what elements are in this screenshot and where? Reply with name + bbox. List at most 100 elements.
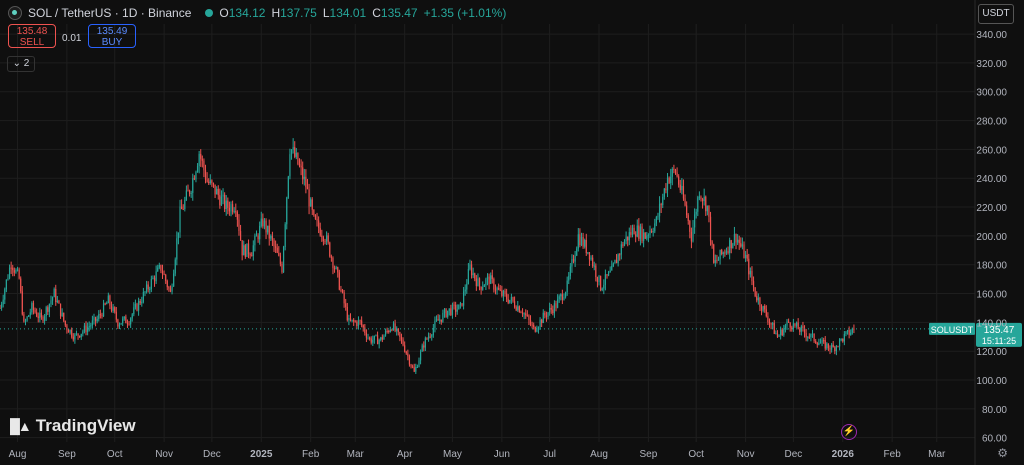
candle: [811, 329, 814, 338]
ohlc-values: O134.12 H137.75 L134.01 C135.47 +1.35 (+…: [219, 6, 507, 20]
candle-body: [735, 233, 737, 243]
candle-body: [684, 198, 686, 206]
candle-body: [437, 319, 439, 321]
change-value: +1.35 (+1.01%): [423, 6, 507, 20]
candle: [306, 178, 309, 190]
candle: [310, 197, 312, 207]
candle-body: [341, 289, 344, 293]
candle: [325, 231, 328, 246]
indicators-toggle[interactable]: ⌄ 2: [7, 56, 35, 72]
candle-body: [378, 339, 380, 345]
candle: [244, 243, 246, 259]
candle: [72, 333, 74, 342]
candle: [287, 175, 289, 199]
candle-body: [794, 323, 796, 326]
candle-body: [369, 337, 371, 339]
candle: [69, 329, 71, 335]
candle-body: [185, 190, 187, 200]
candle: [826, 342, 828, 351]
candle: [574, 250, 576, 268]
candle-body: [786, 321, 788, 326]
candle-body: [63, 312, 65, 321]
candle: [126, 319, 129, 328]
candle: [533, 322, 535, 330]
sell-button[interactable]: 135.48 SELL: [8, 24, 56, 48]
candle-body: [673, 168, 675, 170]
candle-body: [187, 190, 189, 192]
candle: [340, 285, 342, 293]
candle-body: [652, 231, 654, 233]
candle-body: [365, 333, 368, 338]
candle: [773, 320, 775, 335]
candle: [488, 273, 490, 290]
y-tick-label: 180.00: [976, 261, 1007, 272]
candle-body: [297, 152, 299, 165]
candle-body: [536, 329, 538, 332]
candle-body: [703, 196, 705, 202]
candle: [657, 212, 659, 220]
candle: [225, 195, 227, 216]
candle: [627, 236, 629, 247]
candle: [587, 252, 589, 255]
candle: [724, 249, 726, 257]
candle-body: [407, 353, 409, 357]
gear-icon[interactable]: ⚙: [997, 446, 1008, 460]
candle: [537, 326, 540, 334]
candle: [556, 294, 559, 309]
candle: [42, 315, 44, 324]
candle-body: [144, 291, 146, 293]
candle-body: [732, 243, 734, 249]
candle: [279, 252, 281, 267]
candle-body: [381, 337, 383, 340]
candle-body: [163, 273, 165, 275]
candle: [757, 293, 759, 305]
candle-body: [743, 244, 745, 259]
candle: [102, 299, 105, 318]
candle-body: [470, 264, 473, 276]
candle-body: [147, 284, 149, 290]
candle: [639, 223, 642, 246]
bolt-icon[interactable]: ⚡: [841, 424, 857, 440]
candle-body: [797, 322, 799, 330]
symbol-title[interactable]: SOL / TetherUS · 1D · Binance: [28, 6, 192, 20]
candle-body: [579, 234, 581, 246]
candle-body: [335, 267, 337, 269]
candle: [568, 272, 570, 285]
candle: [491, 269, 493, 284]
candle-body: [644, 232, 646, 239]
candle-body: [455, 305, 457, 312]
candle: [840, 338, 842, 342]
candle-body: [748, 258, 750, 275]
candle-body: [737, 239, 739, 243]
candle: [222, 188, 224, 205]
candle: [496, 286, 498, 295]
candle-body: [751, 270, 753, 282]
candle-body: [107, 295, 109, 304]
buy-button[interactable]: 135.49 BUY: [88, 24, 136, 48]
candle: [150, 275, 152, 293]
sell-label: SELL: [19, 37, 45, 48]
candle: [343, 289, 345, 308]
candle-body: [243, 245, 245, 256]
candle-body: [513, 301, 516, 308]
candle-body: [647, 235, 650, 237]
y-tick-label: 320.00: [976, 59, 1007, 70]
candle-body: [499, 289, 501, 291]
candle: [808, 333, 810, 340]
candle: [48, 303, 50, 318]
candle: [612, 262, 614, 268]
candle-body: [340, 289, 342, 291]
tradingview-logo[interactable]: █▲ TradingView: [10, 416, 136, 436]
candle-body: [265, 220, 267, 233]
candle-body: [451, 304, 454, 315]
candle: [370, 336, 372, 345]
candle-body: [94, 317, 97, 322]
candle-body: [560, 294, 562, 297]
candle-body: [818, 342, 820, 345]
currency-select[interactable]: USDT: [978, 4, 1014, 24]
candle: [345, 298, 347, 311]
candle-body: [568, 276, 570, 281]
candle-body: [721, 249, 723, 254]
